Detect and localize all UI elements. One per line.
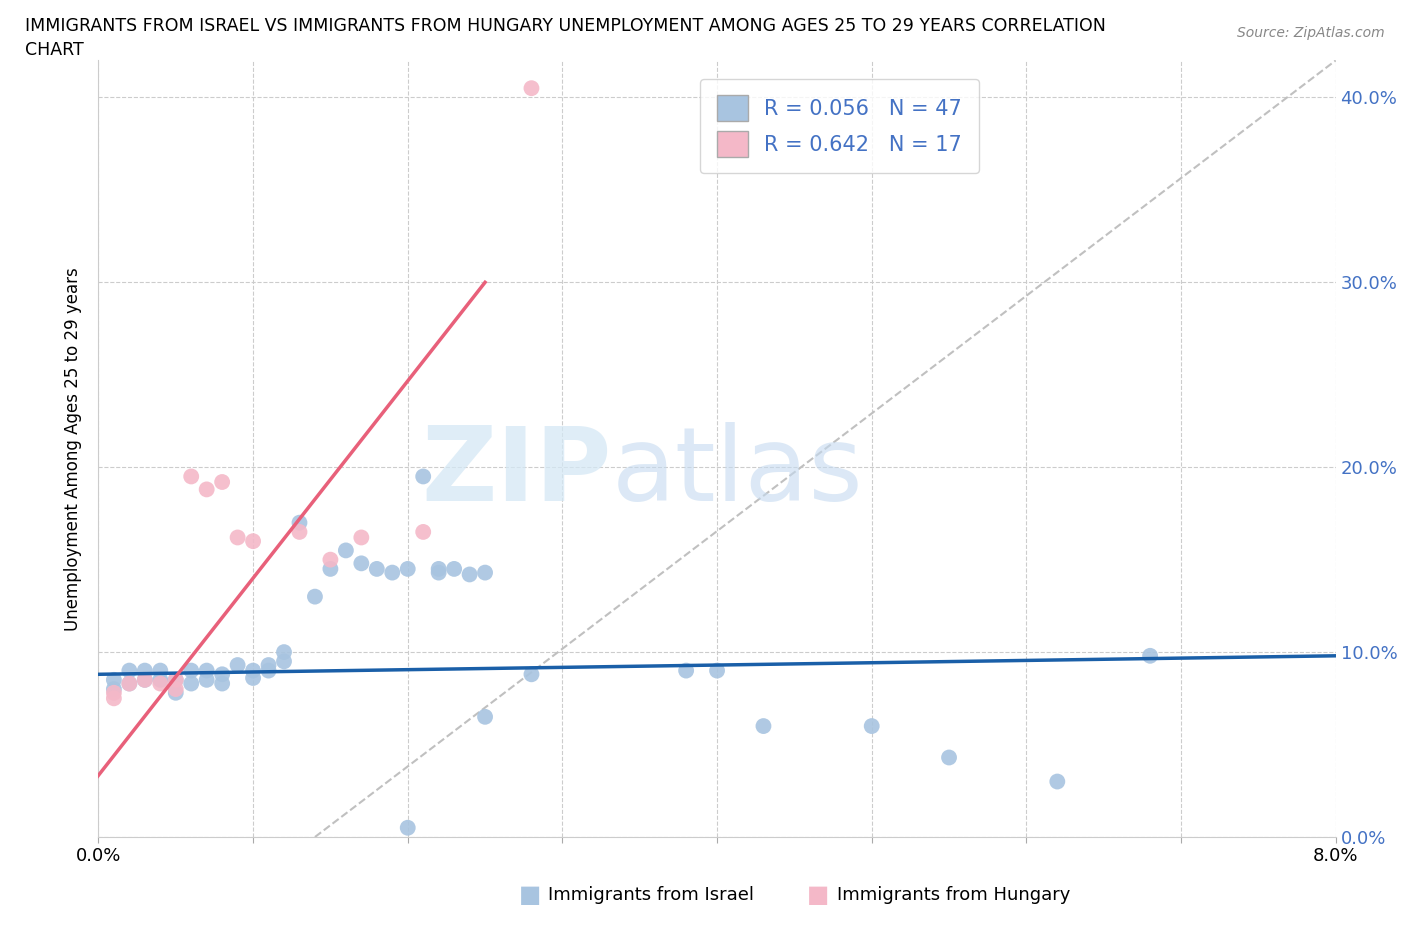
Point [458,567,481,582]
Point [427,565,450,580]
Point [257,663,280,678]
Point [520,81,543,96]
Point [242,663,264,678]
Point [288,515,311,530]
Point [319,562,342,577]
Point [304,590,326,604]
Text: ■: ■ [519,883,541,907]
Point [134,672,156,687]
Point [1139,648,1161,663]
Point [226,658,249,672]
Point [288,525,311,539]
Point [273,654,295,669]
Point [257,658,280,672]
Point [752,719,775,734]
Point [103,682,125,697]
Point [335,543,357,558]
Point [1046,774,1069,789]
Point [474,565,496,580]
Point [165,685,187,700]
Point [396,562,419,577]
Point [195,482,218,497]
Point [211,667,233,682]
Point [319,552,342,567]
Point [211,676,233,691]
Point [412,525,434,539]
Point [118,676,141,691]
Y-axis label: Unemployment Among Ages 25 to 29 years: Unemployment Among Ages 25 to 29 years [65,267,83,631]
Point [706,663,728,678]
Point [180,676,202,691]
Point [165,672,187,687]
Point [149,676,172,691]
Point [474,710,496,724]
Text: Immigrants from Israel: Immigrants from Israel [548,885,755,904]
Point [180,469,202,484]
Point [427,562,450,577]
Point [443,562,465,577]
Point [195,672,218,687]
Legend: R = 0.056   N = 47, R = 0.642   N = 17: R = 0.056 N = 47, R = 0.642 N = 17 [700,79,979,173]
Point [118,663,141,678]
Text: Source: ZipAtlas.com: Source: ZipAtlas.com [1237,26,1385,40]
Point [350,530,373,545]
Point [242,671,264,685]
Text: ■: ■ [807,883,830,907]
Point [134,672,156,687]
Point [165,682,187,697]
Point [149,663,172,678]
Point [381,565,404,580]
Point [180,663,202,678]
Point [134,663,156,678]
Point [165,672,187,687]
Point [149,672,172,687]
Point [103,691,125,706]
Text: CHART: CHART [25,41,84,59]
Point [396,820,419,835]
Text: Immigrants from Hungary: Immigrants from Hungary [837,885,1070,904]
Point [118,676,141,691]
Point [103,672,125,687]
Point [675,663,697,678]
Point [860,719,883,734]
Point [366,562,388,577]
Point [520,667,543,682]
Text: atlas: atlas [612,421,863,523]
Point [226,530,249,545]
Text: IMMIGRANTS FROM ISRAEL VS IMMIGRANTS FROM HUNGARY UNEMPLOYMENT AMONG AGES 25 TO : IMMIGRANTS FROM ISRAEL VS IMMIGRANTS FRO… [25,17,1107,34]
Point [273,644,295,659]
Text: ZIP: ZIP [422,421,612,523]
Point [195,663,218,678]
Point [242,534,264,549]
Point [103,685,125,700]
Point [412,469,434,484]
Point [350,556,373,571]
Point [211,474,233,489]
Point [938,751,960,765]
